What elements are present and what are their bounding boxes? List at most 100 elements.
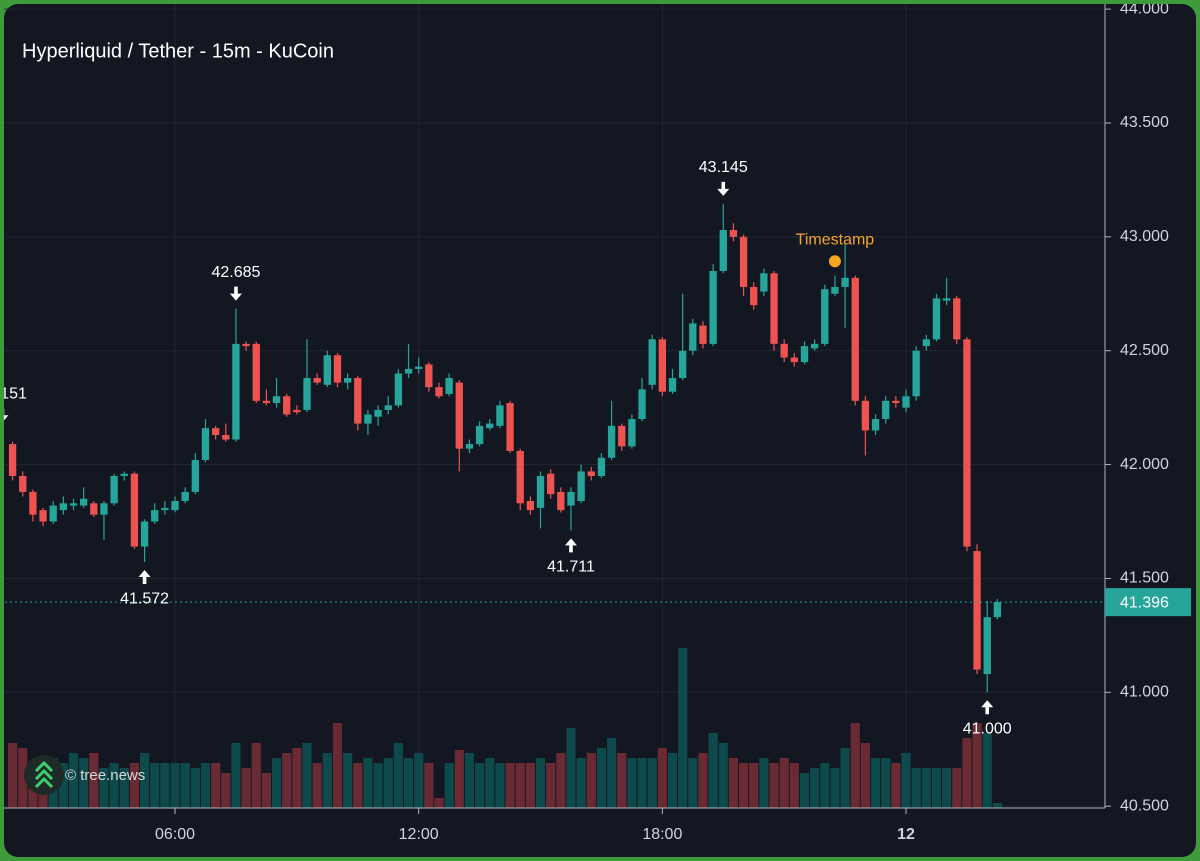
candle-body [435,387,443,397]
candle-body [8,444,17,476]
x-tick-label: 18:00 [642,826,682,843]
candle-body [303,378,311,410]
candle-body [526,501,535,511]
volume-bar [972,723,982,808]
candle-body [536,475,545,508]
volume-bar [58,763,68,808]
candle-body [800,346,809,363]
candle-body [902,396,910,408]
candle-body [29,491,37,515]
marker-arrow [717,181,730,196]
marker-label: 41.711 [547,559,595,576]
volume-bar [525,763,535,808]
volume-bar [353,763,363,808]
candle-body [455,382,463,449]
volume-bar [789,763,799,808]
volume-bar [434,798,444,808]
candle-body [597,457,606,476]
volume-bar [180,763,190,808]
candle-body [384,405,392,410]
volume-bar [150,763,160,808]
watermark-chevrons [34,760,54,789]
volume-bar [982,733,992,808]
candle-body [232,343,240,440]
volume-bar [343,753,353,808]
candle-body [404,368,413,374]
candle-body [110,475,118,504]
candle-body [211,428,220,435]
volume-bar [617,753,627,808]
marker-arrow [138,570,151,585]
y-tick-label: 42.000 [1120,456,1169,473]
candle-body [364,414,372,424]
candle-body [486,423,494,429]
chart-background [4,4,1196,857]
last-price-label: 41.396 [1120,594,1169,611]
candle-body [679,350,687,379]
x-tick-label: 12 [897,826,915,843]
candle-body [333,355,342,383]
candle-body [465,444,474,449]
volume-bar [393,743,403,808]
volume-bar [332,723,343,808]
candle-body [638,389,646,420]
candle-body [871,419,880,431]
volume-bar [942,768,952,808]
volume-bar [647,758,657,808]
volume-bar [830,768,840,808]
candle-body [547,473,555,495]
volume-bar [566,728,576,808]
volume-bar [515,763,525,808]
volume-bar [769,763,779,808]
marker-label: 42.685 [211,264,260,281]
volume-bar [962,738,972,808]
candle-body [201,428,210,461]
candle-body [953,298,961,340]
candle-body [59,503,68,511]
candle-body [313,378,321,383]
candle-body [283,396,291,415]
candle-body [191,460,199,492]
annotation-label: Timestamp [796,231,875,248]
volume-bar [322,753,332,808]
candle-body [354,378,362,424]
volume-bar [627,758,637,808]
volume-bar [708,733,718,808]
volume-bar [89,753,99,808]
volume-bar [302,743,312,808]
volume-bar [931,768,942,808]
volume-bar [200,763,211,808]
candle-body [861,400,870,431]
volume-bar [495,763,505,808]
candle-body [425,364,433,388]
volume-bar [952,768,962,808]
candle-body [475,425,484,445]
volume-bar [414,753,424,808]
volume-bar [18,748,28,808]
volume-bar [637,758,647,808]
candle-body [557,491,565,511]
y-tick-label: 44.000 [1120,0,1169,17]
watermark-icon [24,755,64,795]
volume-bar [8,743,18,808]
candle-body [739,236,748,287]
volume-bar [160,763,170,808]
marker-label: 41.000 [963,721,1012,738]
candle-body [618,425,626,447]
candle-body [120,473,128,476]
volume-bar [799,773,810,808]
candle-body [607,425,616,458]
volume-bar [881,758,891,808]
annotations: 42.151 42.685 41.572 41.711 43.145 41.000 Time… [4,159,1105,738]
candle-body [851,277,859,401]
volume-bar [505,763,515,808]
volume-bar [607,738,617,808]
volume-bar [211,763,221,808]
volume-bar [810,768,820,808]
candle-body [750,286,758,306]
volume-bar [860,743,870,808]
volume-bar [546,763,556,808]
volume-bar [99,768,109,808]
